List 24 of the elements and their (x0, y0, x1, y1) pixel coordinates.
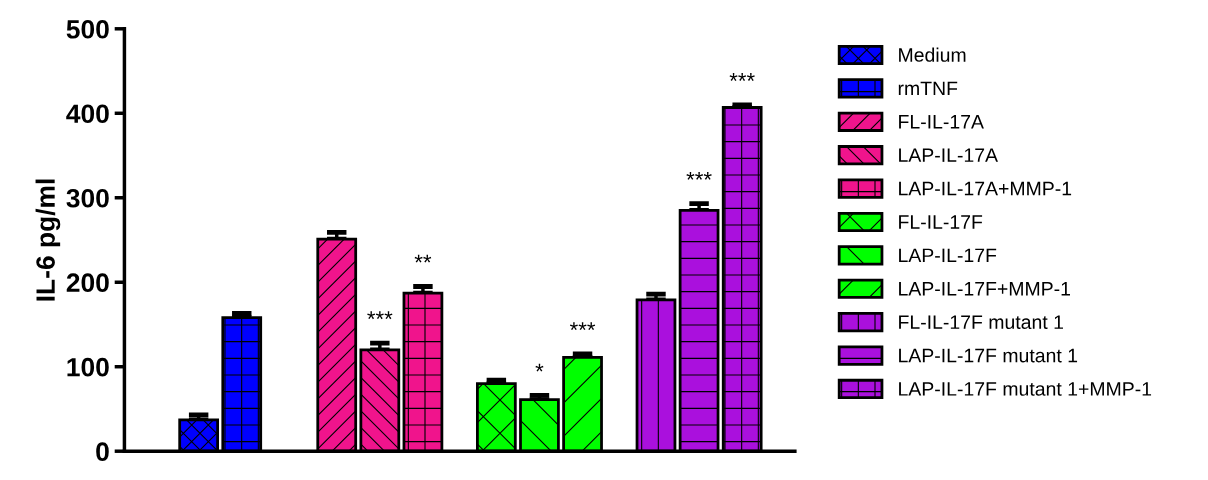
legend-label: FL-IL-17F (899, 215, 983, 229)
legend-label: LAP-IL-17F mutant 1 (899, 348, 1078, 363)
data-label: *** (569, 322, 596, 331)
legend-label: rmTNF (898, 81, 958, 96)
data-label: *** (686, 171, 712, 180)
y-tick-label: 500 (66, 19, 109, 39)
y-tick-label: 200 (66, 273, 109, 293)
legend-label: FL-IL-17F mutant 1 (899, 315, 1063, 330)
y-tick-label: 100 (67, 357, 109, 377)
legend-label: LAP-IL-17A (899, 148, 998, 162)
legend-label: LAP-IL-17F mutant 1+MMP-1 (899, 382, 1152, 396)
data-label: *** (729, 73, 755, 81)
y-tick-label: 400 (66, 104, 109, 124)
y-axis-title: IL-6 pg/ml (35, 179, 61, 301)
legend-label: FL-IL-17A (899, 115, 984, 129)
legend-label: LAP-IL-17F (899, 248, 997, 263)
data-label: ** (414, 254, 432, 263)
y-tick-label: 0 (96, 442, 109, 462)
data-label: *** (367, 311, 393, 320)
legend-label: LAP-IL-17A+MMP-1 (899, 181, 1072, 196)
legend-label: LAP-IL-17F+MMP-1 (899, 282, 1070, 296)
y-tick-label: 300 (66, 188, 109, 208)
legend-label: Medium (899, 47, 966, 62)
data-label: * (535, 363, 544, 372)
